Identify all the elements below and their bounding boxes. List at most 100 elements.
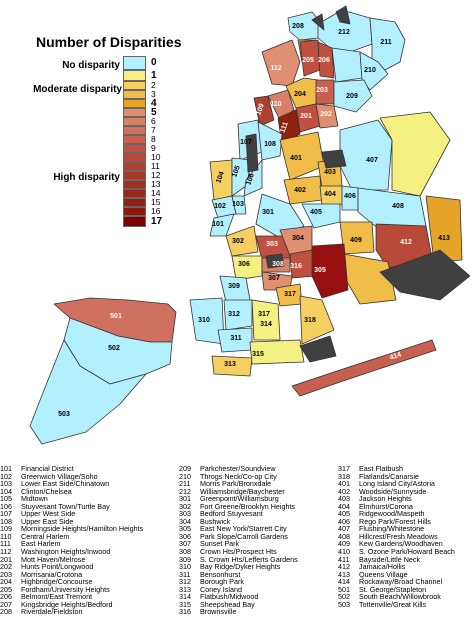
key-row: 107 Upper West Side — [0, 510, 143, 518]
key-code: 212 — [179, 486, 191, 496]
key-name: East New York/Starrett City — [200, 524, 287, 534]
district-label: 302 — [232, 238, 244, 245]
district-label: 316 — [290, 263, 302, 270]
key-code: 412 — [338, 562, 350, 572]
key-code: 206 — [0, 592, 12, 602]
key-code: 408 — [338, 531, 350, 541]
key-row: 315 Sheepshead Bay — [179, 601, 298, 609]
key-row: 307 Sunset Park — [179, 540, 298, 548]
key-column-3: 317 East Flatbush 318 Flatlands/Canarsie 401… — [338, 465, 455, 608]
district-label: 306 — [238, 261, 250, 268]
key-name: Financial District — [21, 464, 74, 473]
key-code: 112 — [0, 547, 12, 557]
key-code: 304 — [179, 516, 191, 526]
legend-swatch — [123, 216, 146, 227]
key-code: 404 — [338, 501, 350, 511]
district-label: 204 — [294, 91, 306, 98]
key-name: Morrisania/Crotona — [21, 569, 83, 579]
key-row: 210 Throgs Neck/Co-op City — [179, 471, 298, 481]
key-row: 405 Ridgewood/Maspeth — [338, 510, 455, 518]
key-row: 303 Bedford Stuyvesant — [179, 510, 298, 518]
district-label: 414 — [389, 351, 402, 361]
key-row: 401 Long Island City/Astoria — [338, 480, 455, 488]
district-label: 311 — [230, 335, 241, 342]
district-label: 318 — [304, 317, 316, 324]
key-name: Lower East Side/Chinatown — [21, 479, 110, 489]
key-row: 203 Morrisania/Crotona — [0, 569, 143, 579]
key-row: 413 Queens Village — [338, 569, 455, 579]
district-label: 205 — [302, 57, 314, 64]
district-label: 305 — [314, 267, 326, 274]
key-name: Tottenville/Great Kills — [359, 599, 427, 609]
key-code: 102 — [0, 471, 12, 481]
park-area — [265, 253, 285, 269]
key-name: Williamsbridge/Baychester — [200, 486, 285, 496]
key-row: 207 Kingsbridge Heights/Bedford — [0, 601, 143, 609]
legend-tick-label: 0 — [151, 57, 157, 68]
key-name: Throgs Neck/Co-op City — [200, 471, 277, 481]
key-name: Flushing/Whitestone — [359, 524, 425, 534]
district-label: 106 — [245, 173, 256, 186]
legend-swatch — [123, 99, 146, 108]
key-row: 211 Morris Park/Bronxdale — [179, 480, 298, 488]
key-row: 304 Bushwick — [179, 518, 298, 526]
district-407 — [339, 119, 393, 191]
key-name: Flatlands/Canarsie — [359, 471, 419, 481]
key-code: 410 — [338, 547, 350, 557]
key-code: 501 — [338, 584, 350, 594]
legend-swatch — [123, 171, 146, 180]
key-name: Highbridge/Concourse — [21, 577, 93, 587]
key-code: 111 — [0, 539, 11, 549]
district-label: 211 — [380, 39, 391, 46]
district-label: 102 — [214, 203, 226, 210]
key-name: Central Harlem — [21, 531, 70, 541]
key-code: 205 — [0, 584, 12, 594]
district-label: 101 — [212, 221, 224, 228]
district-401 — [279, 131, 325, 181]
district-label: 502 — [108, 345, 120, 352]
key-row: 301 Greenpoint/Williamsburg — [179, 495, 298, 503]
legend-swatch — [123, 180, 146, 189]
key-row: 201 Mott Haven/Melrose — [0, 554, 143, 564]
key-code: 312 — [179, 577, 191, 587]
district-label: 501 — [110, 313, 122, 320]
key-name: Clinton/Chelsea — [21, 486, 72, 496]
key-name: Jackson Heights — [359, 494, 412, 504]
park-area — [311, 13, 325, 31]
legend-tick-label: 3 — [151, 88, 156, 99]
district-109 — [253, 95, 275, 127]
district-label: 402 — [294, 187, 306, 194]
key-name: Bushwick — [200, 516, 231, 526]
park-area — [245, 133, 259, 173]
district-label: 405 — [310, 209, 322, 216]
legend-tick-label: 2 — [151, 79, 156, 90]
legend-swatch — [123, 207, 146, 216]
key-row: 411 Bayside/Little Neck — [338, 555, 455, 564]
key-name: Queens Village — [359, 569, 408, 579]
legend-no-disparity: No disparity — [62, 60, 120, 71]
key-row: 316 Brownsville — [179, 608, 298, 616]
key-name: Kew Gardens/Woodhaven — [359, 539, 443, 549]
key-name: S. Ozone Park/Howard Beach — [359, 547, 455, 557]
legend-swatch — [123, 189, 146, 198]
key-name: Mott Haven/Melrose — [21, 554, 86, 564]
district-414 — [291, 339, 437, 397]
key-name: Morris Park/Bronxdale — [200, 479, 272, 489]
key-row: 309 S. Crown Hts/Lefferts Gardens — [179, 555, 298, 564]
key-code: 109 — [0, 524, 12, 534]
key-row: 104 Clinton/Chelsea — [0, 486, 143, 496]
district-label: 108 — [264, 141, 276, 148]
key-row: 101 Financial District — [0, 465, 143, 473]
key-row: 312 Borough Park — [179, 578, 298, 586]
key-name: Greenwich Village/Soho — [21, 471, 98, 481]
district-314 — [251, 299, 281, 341]
key-code: 405 — [338, 509, 350, 519]
key-row: 404 Elmhurst/Corona — [338, 501, 455, 511]
key-code: 301 — [179, 494, 191, 504]
key-name: East Flatbush — [359, 464, 403, 473]
legend-tick-label: 12 — [151, 169, 161, 180]
key-code: 209 — [179, 464, 191, 473]
key-code: 409 — [338, 539, 350, 549]
key-code: 204 — [0, 577, 12, 587]
key-code: 107 — [0, 509, 12, 519]
